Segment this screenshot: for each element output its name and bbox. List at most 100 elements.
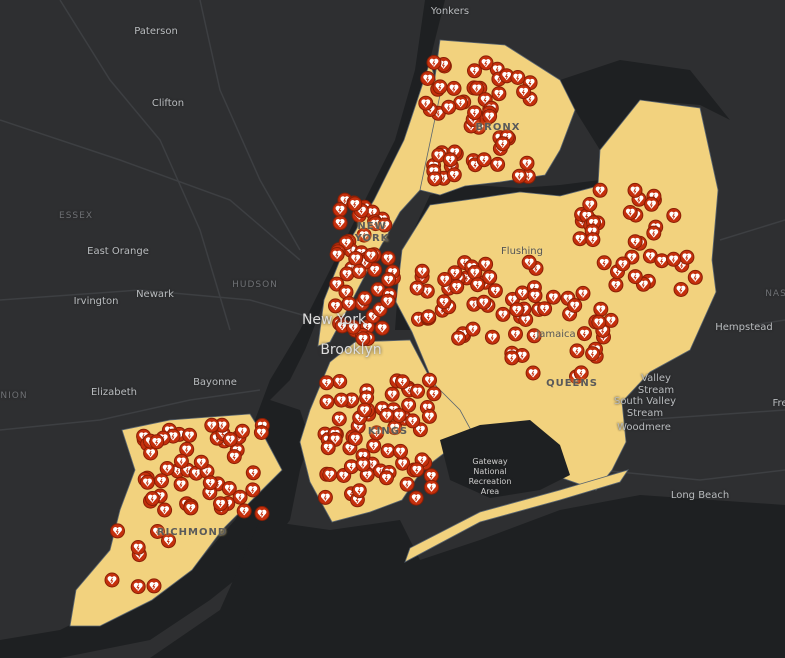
aed-location-marker[interactable] bbox=[146, 578, 162, 594]
aed-location-marker[interactable] bbox=[173, 476, 189, 492]
aed-location-marker[interactable] bbox=[234, 423, 250, 439]
aed-location-marker[interactable] bbox=[585, 346, 601, 362]
aed-location-marker[interactable] bbox=[422, 372, 437, 388]
aed-location-marker[interactable] bbox=[149, 434, 165, 450]
aed-location-marker[interactable] bbox=[357, 290, 373, 306]
aed-location-marker[interactable] bbox=[405, 413, 421, 429]
aed-location-marker[interactable] bbox=[380, 250, 396, 266]
aed-location-marker[interactable] bbox=[374, 320, 390, 336]
aed-location-marker[interactable] bbox=[418, 95, 434, 111]
aed-location-marker[interactable] bbox=[355, 331, 371, 347]
aed-location-marker[interactable] bbox=[591, 314, 607, 330]
aed-location-marker[interactable] bbox=[521, 254, 537, 270]
aed-location-marker[interactable] bbox=[478, 55, 494, 71]
aed-location-marker[interactable] bbox=[467, 63, 482, 79]
aed-location-marker[interactable] bbox=[366, 438, 382, 454]
aed-location-marker[interactable] bbox=[470, 277, 486, 293]
aed-location-marker[interactable] bbox=[442, 152, 458, 168]
aed-location-marker[interactable] bbox=[469, 80, 485, 96]
aed-location-marker[interactable] bbox=[420, 71, 436, 86]
aed-location-marker[interactable] bbox=[509, 302, 525, 318]
aed-location-marker[interactable] bbox=[320, 440, 336, 456]
aed-location-marker[interactable] bbox=[453, 95, 469, 111]
aed-location-marker[interactable] bbox=[399, 476, 415, 492]
aed-location-marker[interactable] bbox=[319, 375, 335, 391]
aed-location-marker[interactable] bbox=[410, 383, 425, 399]
aed-location-marker[interactable] bbox=[334, 318, 350, 334]
aed-location-marker[interactable] bbox=[222, 431, 238, 447]
aed-location-marker[interactable] bbox=[408, 490, 424, 506]
aed-location-marker[interactable] bbox=[236, 503, 252, 519]
aed-location-marker[interactable] bbox=[213, 496, 228, 512]
aed-location-marker[interactable] bbox=[363, 247, 379, 263]
aed-location-marker[interactable] bbox=[431, 147, 447, 163]
aed-location-marker[interactable] bbox=[424, 479, 439, 495]
aed-location-marker[interactable] bbox=[490, 156, 506, 172]
aed-location-marker[interactable] bbox=[395, 374, 410, 390]
aed-location-marker[interactable] bbox=[603, 312, 619, 328]
aed-location-marker[interactable] bbox=[421, 408, 437, 424]
aed-location-marker[interactable] bbox=[427, 171, 443, 187]
aed-location-marker[interactable] bbox=[319, 394, 335, 410]
aed-location-marker[interactable] bbox=[333, 392, 349, 408]
aed-location-marker[interactable] bbox=[161, 533, 176, 549]
aed-location-marker[interactable] bbox=[511, 168, 527, 184]
aed-location-marker[interactable] bbox=[519, 155, 535, 171]
aed-location-marker[interactable] bbox=[516, 84, 532, 100]
aed-location-marker[interactable] bbox=[322, 467, 338, 482]
aed-location-marker[interactable] bbox=[644, 196, 659, 212]
aed-location-marker[interactable] bbox=[351, 483, 367, 499]
aed-location-marker[interactable] bbox=[467, 105, 483, 121]
aed-location-marker[interactable] bbox=[245, 465, 261, 481]
aed-location-marker[interactable] bbox=[221, 481, 237, 496]
aed-location-marker[interactable] bbox=[343, 459, 359, 475]
aed-location-marker[interactable] bbox=[110, 523, 125, 539]
aed-location-marker[interactable] bbox=[573, 365, 589, 381]
aed-location-marker[interactable] bbox=[159, 461, 175, 476]
aed-location-marker[interactable] bbox=[482, 108, 498, 124]
aed-location-marker[interactable] bbox=[179, 441, 195, 457]
aed-location-marker[interactable] bbox=[232, 489, 248, 505]
aed-location-marker[interactable] bbox=[130, 540, 146, 555]
aed-location-marker[interactable] bbox=[421, 309, 436, 325]
aed-location-marker[interactable] bbox=[254, 506, 270, 521]
aed-location-marker[interactable] bbox=[204, 417, 220, 433]
aed-location-marker[interactable] bbox=[379, 470, 394, 486]
aed-location-marker[interactable] bbox=[332, 374, 348, 389]
aed-location-marker[interactable] bbox=[395, 455, 411, 471]
aed-location-marker[interactable] bbox=[687, 269, 703, 285]
aed-location-marker[interactable] bbox=[104, 572, 120, 588]
aed-location-marker[interactable] bbox=[465, 321, 481, 337]
aed-location-marker[interactable] bbox=[150, 524, 165, 539]
aed-location-marker[interactable] bbox=[627, 182, 643, 198]
aed-location-marker[interactable] bbox=[666, 208, 682, 223]
aed-location-marker[interactable] bbox=[414, 263, 430, 279]
aed-location-marker[interactable] bbox=[347, 196, 363, 212]
aed-location-marker[interactable] bbox=[351, 263, 367, 279]
aed-location-marker[interactable] bbox=[332, 202, 348, 218]
aed-location-marker[interactable] bbox=[491, 86, 507, 102]
aed-location-marker[interactable] bbox=[495, 136, 511, 152]
aed-location-marker[interactable] bbox=[193, 454, 209, 470]
aed-location-marker[interactable] bbox=[409, 280, 425, 296]
aed-location-marker[interactable] bbox=[495, 306, 511, 322]
aed-location-marker[interactable] bbox=[436, 294, 452, 310]
aed-location-marker[interactable] bbox=[369, 425, 385, 441]
aed-location-marker[interactable] bbox=[130, 579, 146, 595]
aed-location-marker[interactable] bbox=[593, 301, 609, 317]
aed-location-marker[interactable] bbox=[355, 456, 371, 472]
aed-location-marker[interactable] bbox=[446, 80, 462, 96]
aed-location-marker[interactable] bbox=[484, 329, 500, 345]
aed-location-marker[interactable] bbox=[666, 251, 682, 267]
aed-location-marker[interactable] bbox=[329, 247, 345, 262]
aed-location-marker[interactable] bbox=[526, 328, 542, 344]
aed-location-marker[interactable] bbox=[381, 272, 397, 288]
aed-location-marker[interactable] bbox=[622, 205, 638, 220]
aed-location-marker[interactable] bbox=[446, 167, 462, 183]
aed-location-marker[interactable] bbox=[359, 390, 375, 406]
aed-location-marker[interactable] bbox=[426, 55, 442, 70]
aed-location-marker[interactable] bbox=[487, 283, 503, 299]
aed-location-marker[interactable] bbox=[331, 411, 347, 427]
aed-location-marker[interactable] bbox=[380, 293, 396, 309]
